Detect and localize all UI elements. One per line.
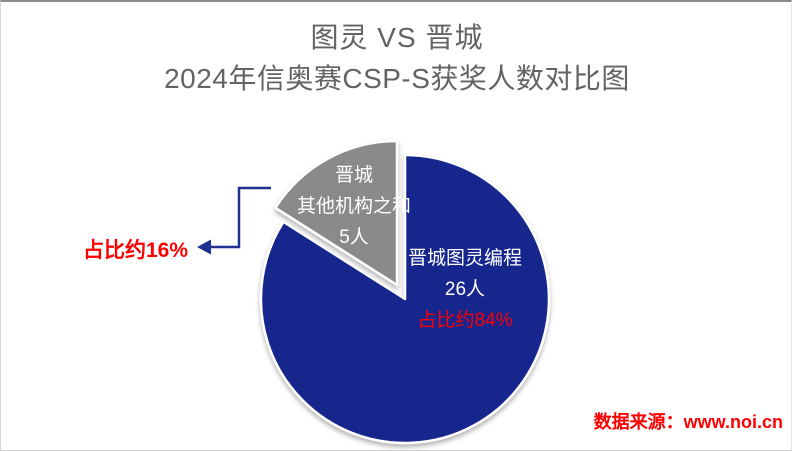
chart-title: 图灵 VS 晋城 — [310, 22, 484, 53]
chart-header: 图灵 VS 晋城 2024年信奥赛CSP-S获奖人数对比图 — [1, 18, 791, 100]
pie-slice-others — [274, 139, 399, 287]
callout-arrow-line — [207, 186, 271, 249]
data-source: 数据来源：www.noi.cn — [593, 412, 783, 432]
callout-arrow — [197, 186, 271, 255]
callout-arrow-head — [197, 239, 211, 255]
chart-subtitle: 2024年信奥赛CSP-S获奖人数对比图 — [164, 63, 630, 94]
pie-slice-tuling — [259, 153, 551, 445]
callout-percent-text: 占比约16% — [83, 239, 189, 262]
